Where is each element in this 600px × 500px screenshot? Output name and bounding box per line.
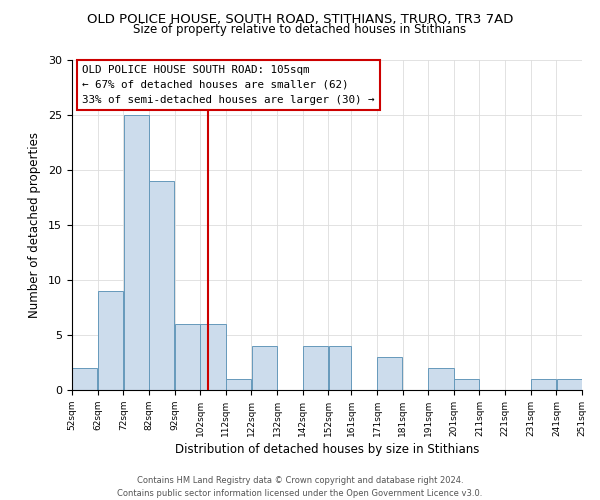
Text: Size of property relative to detached houses in Stithians: Size of property relative to detached ho…	[133, 22, 467, 36]
Bar	[329, 346, 351, 390]
Y-axis label: Number of detached properties: Number of detached properties	[28, 132, 41, 318]
Bar	[98, 291, 123, 390]
Bar	[200, 324, 226, 390]
Bar	[251, 346, 277, 390]
Bar	[557, 379, 582, 390]
Bar	[454, 379, 479, 390]
Bar	[303, 346, 328, 390]
Bar	[175, 324, 200, 390]
Text: OLD POLICE HOUSE SOUTH ROAD: 105sqm
← 67% of detached houses are smaller (62)
33: OLD POLICE HOUSE SOUTH ROAD: 105sqm ← 67…	[82, 65, 374, 104]
Bar	[149, 181, 174, 390]
Bar	[377, 357, 403, 390]
Bar	[124, 115, 149, 390]
Bar	[72, 368, 97, 390]
Text: OLD POLICE HOUSE, SOUTH ROAD, STITHIANS, TRURO, TR3 7AD: OLD POLICE HOUSE, SOUTH ROAD, STITHIANS,…	[87, 12, 513, 26]
Bar	[226, 379, 251, 390]
Bar	[428, 368, 454, 390]
Text: Contains HM Land Registry data © Crown copyright and database right 2024.
Contai: Contains HM Land Registry data © Crown c…	[118, 476, 482, 498]
X-axis label: Distribution of detached houses by size in Stithians: Distribution of detached houses by size …	[175, 443, 479, 456]
Bar	[531, 379, 556, 390]
